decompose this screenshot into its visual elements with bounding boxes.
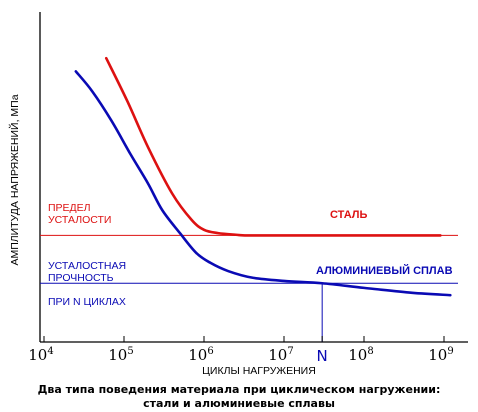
- x-tick-label: 106: [188, 346, 213, 364]
- tick-base: 10: [268, 346, 287, 364]
- series-group: [74, 56, 452, 297]
- tick-base: 10: [348, 346, 367, 364]
- series-label-1: СТАЛЬ: [330, 209, 367, 221]
- reference-label-2-line-2: ПРОЧНОСТЬ: [48, 272, 114, 284]
- n-marker-label: N: [317, 347, 328, 365]
- tick-base: 10: [428, 346, 447, 364]
- tick-exponent: 5: [127, 346, 133, 357]
- x-tick-label: 105: [108, 346, 133, 364]
- reference-label-1-line-1: ПРЕДЕЛ: [48, 202, 91, 214]
- reference-label-2-line-3: ПРИ N ЦИКЛАХ: [48, 296, 126, 308]
- tick-base: 10: [28, 346, 47, 364]
- chart: АМПЛИТУДА НАПРЯЖЕНИЙ, МПа ЦИКЛЫ НАГРУЖЕН…: [8, 12, 468, 377]
- series-line-1: [104, 56, 442, 237]
- caption-line-1: Два типа поведения материала при цикличе…: [37, 383, 441, 396]
- series-label-2: АЛЮМИНИЕВЫЙ СПЛАВ: [316, 264, 453, 277]
- tick-exponent: 4: [47, 346, 53, 357]
- reference-label-1-line-2: УСТАЛОСТИ: [48, 214, 111, 226]
- x-tick-label: 108: [348, 346, 373, 364]
- x-tick-label: 104: [28, 346, 53, 364]
- tick-exponent: 8: [367, 346, 373, 357]
- reference-label-2-line-1: УСТАЛОСТНАЯ: [48, 260, 126, 272]
- tick-exponent: 7: [287, 346, 293, 357]
- x-tick-label: 107: [268, 346, 293, 364]
- tick-exponent: 9: [447, 346, 453, 357]
- tick-exponent: 6: [207, 346, 213, 357]
- x-ticks: 104 105 106 107 108 109: [28, 336, 454, 364]
- tick-base: 10: [188, 346, 207, 364]
- y-axis-label: АМПЛИТУДА НАПРЯЖЕНИЙ, МПа: [8, 94, 21, 265]
- series-line-2: [74, 70, 452, 297]
- x-tick-label: 109: [428, 346, 453, 364]
- caption-line-2: стали и алюминиевые сплавы: [143, 397, 335, 410]
- axes: [39, 12, 468, 343]
- tick-base: 10: [108, 346, 127, 364]
- x-axis-label: ЦИКЛЫ НАГРУЖЕНИЯ: [202, 365, 316, 377]
